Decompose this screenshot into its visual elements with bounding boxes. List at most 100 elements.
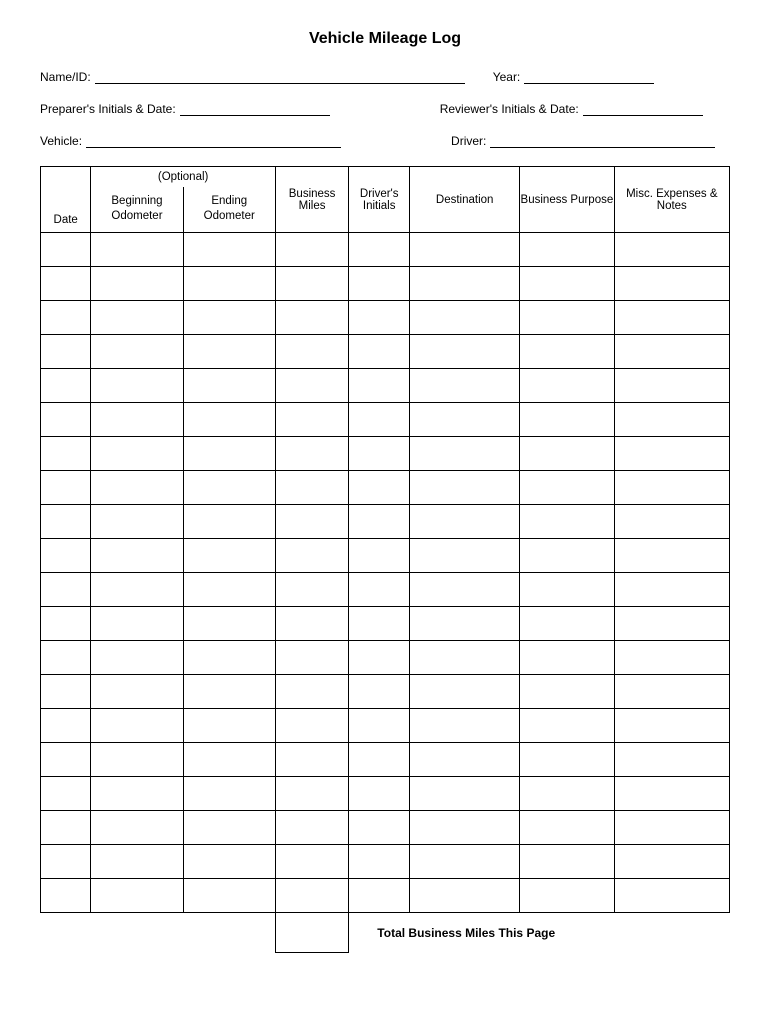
table-cell[interactable]	[183, 437, 275, 471]
table-cell[interactable]	[91, 879, 183, 913]
table-cell[interactable]	[275, 369, 348, 403]
table-cell[interactable]	[275, 335, 348, 369]
table-cell[interactable]	[520, 743, 614, 777]
table-cell[interactable]	[183, 573, 275, 607]
table-cell[interactable]	[275, 505, 348, 539]
table-cell[interactable]	[91, 777, 183, 811]
table-cell[interactable]	[41, 267, 91, 301]
table-cell[interactable]	[183, 845, 275, 879]
table-cell[interactable]	[410, 267, 520, 301]
table-cell[interactable]	[349, 437, 410, 471]
table-cell[interactable]	[520, 301, 614, 335]
table-cell[interactable]	[275, 267, 348, 301]
table-cell[interactable]	[183, 539, 275, 573]
table-cell[interactable]	[349, 335, 410, 369]
table-cell[interactable]	[41, 743, 91, 777]
table-cell[interactable]	[275, 743, 348, 777]
table-cell[interactable]	[349, 777, 410, 811]
table-cell[interactable]	[41, 505, 91, 539]
table-cell[interactable]	[520, 879, 614, 913]
table-cell[interactable]	[91, 845, 183, 879]
table-cell[interactable]	[41, 437, 91, 471]
table-cell[interactable]	[349, 845, 410, 879]
table-cell[interactable]	[520, 335, 614, 369]
table-cell[interactable]	[275, 641, 348, 675]
table-cell[interactable]	[520, 437, 614, 471]
table-cell[interactable]	[91, 437, 183, 471]
table-cell[interactable]	[520, 573, 614, 607]
table-cell[interactable]	[41, 845, 91, 879]
table-cell[interactable]	[349, 369, 410, 403]
line-vehicle[interactable]	[86, 134, 341, 148]
table-cell[interactable]	[410, 301, 520, 335]
table-cell[interactable]	[41, 607, 91, 641]
table-cell[interactable]	[91, 403, 183, 437]
table-cell[interactable]	[410, 777, 520, 811]
table-cell[interactable]	[410, 675, 520, 709]
table-cell[interactable]	[183, 607, 275, 641]
table-cell[interactable]	[349, 233, 410, 267]
table-cell[interactable]	[349, 641, 410, 675]
table-cell[interactable]	[410, 335, 520, 369]
table-cell[interactable]	[520, 267, 614, 301]
table-cell[interactable]	[275, 777, 348, 811]
table-cell[interactable]	[520, 539, 614, 573]
table-cell[interactable]	[410, 437, 520, 471]
table-cell[interactable]	[91, 369, 183, 403]
table-cell[interactable]	[349, 505, 410, 539]
line-year[interactable]	[524, 70, 654, 84]
table-cell[interactable]	[349, 403, 410, 437]
table-cell[interactable]	[275, 607, 348, 641]
table-cell[interactable]	[91, 675, 183, 709]
total-box[interactable]	[275, 913, 348, 953]
table-cell[interactable]	[183, 369, 275, 403]
table-cell[interactable]	[183, 879, 275, 913]
table-cell[interactable]	[349, 709, 410, 743]
table-cell[interactable]	[349, 539, 410, 573]
table-cell[interactable]	[183, 811, 275, 845]
table-cell[interactable]	[41, 641, 91, 675]
table-cell[interactable]	[183, 267, 275, 301]
table-cell[interactable]	[520, 709, 614, 743]
table-cell[interactable]	[410, 743, 520, 777]
table-cell[interactable]	[410, 811, 520, 845]
table-cell[interactable]	[91, 267, 183, 301]
table-cell[interactable]	[91, 233, 183, 267]
table-cell[interactable]	[183, 233, 275, 267]
table-cell[interactable]	[275, 233, 348, 267]
table-cell[interactable]	[91, 607, 183, 641]
table-cell[interactable]	[275, 675, 348, 709]
table-cell[interactable]	[349, 573, 410, 607]
table-cell[interactable]	[183, 675, 275, 709]
table-cell[interactable]	[614, 709, 729, 743]
table-cell[interactable]	[614, 573, 729, 607]
table-cell[interactable]	[520, 811, 614, 845]
table-cell[interactable]	[183, 641, 275, 675]
table-cell[interactable]	[614, 641, 729, 675]
table-cell[interactable]	[349, 607, 410, 641]
table-cell[interactable]	[520, 369, 614, 403]
table-cell[interactable]	[410, 607, 520, 641]
table-cell[interactable]	[349, 301, 410, 335]
table-cell[interactable]	[275, 573, 348, 607]
table-cell[interactable]	[275, 709, 348, 743]
table-cell[interactable]	[349, 811, 410, 845]
table-cell[interactable]	[614, 267, 729, 301]
table-cell[interactable]	[520, 403, 614, 437]
table-cell[interactable]	[520, 675, 614, 709]
table-cell[interactable]	[614, 505, 729, 539]
table-cell[interactable]	[410, 641, 520, 675]
table-cell[interactable]	[91, 641, 183, 675]
table-cell[interactable]	[275, 811, 348, 845]
table-cell[interactable]	[410, 505, 520, 539]
table-cell[interactable]	[91, 301, 183, 335]
table-cell[interactable]	[183, 403, 275, 437]
table-cell[interactable]	[614, 675, 729, 709]
table-cell[interactable]	[41, 811, 91, 845]
table-cell[interactable]	[275, 845, 348, 879]
table-cell[interactable]	[41, 675, 91, 709]
table-cell[interactable]	[91, 539, 183, 573]
table-cell[interactable]	[91, 811, 183, 845]
table-cell[interactable]	[41, 709, 91, 743]
table-cell[interactable]	[183, 335, 275, 369]
